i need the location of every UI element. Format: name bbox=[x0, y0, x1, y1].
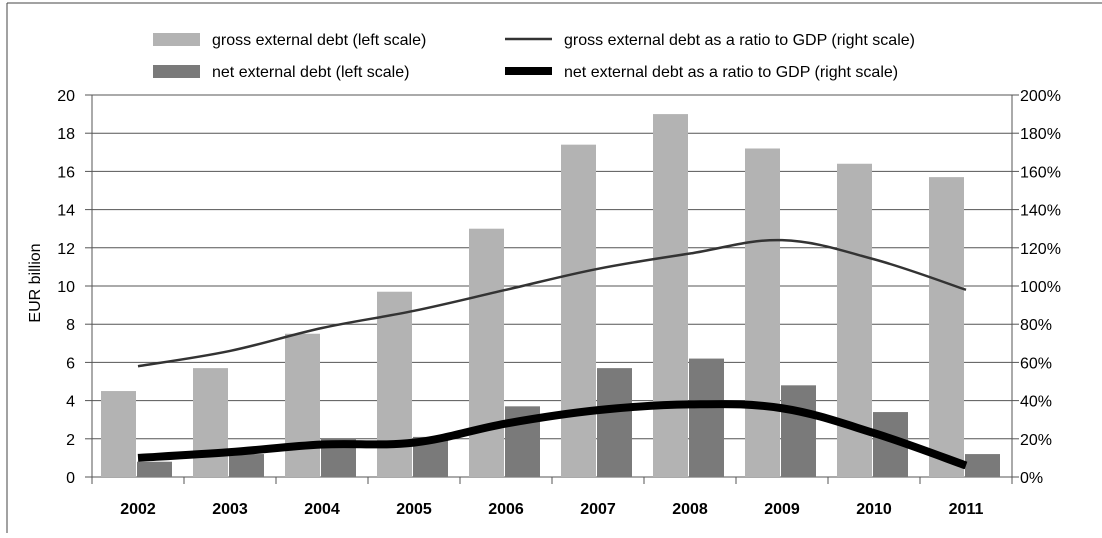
bars bbox=[101, 114, 1000, 478]
bar bbox=[561, 144, 596, 477]
x-tick-label: 2007 bbox=[580, 501, 616, 518]
bar bbox=[653, 114, 688, 477]
x-tick-label: 2006 bbox=[488, 501, 524, 518]
y2-tick-label: 0% bbox=[1020, 470, 1043, 487]
bar bbox=[285, 333, 320, 477]
bar bbox=[597, 368, 632, 477]
legend-swatch bbox=[153, 33, 200, 46]
y2-tick-label: 200% bbox=[1020, 88, 1061, 105]
y-tick-label: 4 bbox=[66, 394, 75, 411]
bar bbox=[377, 291, 412, 477]
y2-tick-label: 80% bbox=[1020, 317, 1052, 334]
legend: gross external debt (left scale) net exte… bbox=[153, 32, 915, 81]
x-tick-label: 2002 bbox=[120, 501, 156, 518]
gridlines bbox=[92, 94, 1012, 478]
legend-swatch bbox=[153, 65, 200, 78]
y-tick-label: 0 bbox=[66, 470, 75, 487]
y-tick-label: 8 bbox=[66, 317, 75, 334]
y-tick-label: 6 bbox=[66, 355, 75, 372]
legend-label: net external debt as a ratio to GDP (rig… bbox=[564, 64, 898, 81]
x-tick-label: 2009 bbox=[764, 501, 800, 518]
legend-label: gross external debt as a ratio to GDP (r… bbox=[564, 32, 915, 49]
series-line bbox=[137, 238, 967, 368]
y-tick-label: 12 bbox=[57, 241, 75, 258]
bar bbox=[689, 358, 724, 477]
y-axis-label: EUR billion bbox=[27, 243, 44, 322]
lines bbox=[137, 238, 968, 470]
legend-label: gross external debt (left scale) bbox=[212, 32, 426, 49]
y2-tick-label: 180% bbox=[1020, 126, 1061, 143]
x-tick-label: 2008 bbox=[672, 501, 708, 518]
y2-tick-label: 120% bbox=[1020, 241, 1061, 258]
x-tick-label: 2005 bbox=[396, 501, 432, 518]
series-line bbox=[137, 400, 968, 470]
axes: 0 0% 2 20% 4 40% 6 60% 8 80% 10 100% 12 120% 14 140% 16 1… bbox=[6, 2, 1102, 533]
x-tick-label: 2011 bbox=[949, 501, 984, 518]
y-tick-label: 20 bbox=[57, 88, 75, 105]
bar bbox=[929, 177, 964, 477]
y-tick-label: 16 bbox=[57, 164, 75, 181]
x-tick-label: 2003 bbox=[212, 501, 248, 518]
y2-tick-label: 60% bbox=[1020, 355, 1052, 372]
y-tick-label: 10 bbox=[57, 279, 75, 296]
y-tick-label: 2 bbox=[66, 432, 75, 449]
y2-tick-label: 140% bbox=[1020, 203, 1061, 220]
bar bbox=[137, 461, 172, 477]
bar bbox=[193, 368, 228, 477]
y2-tick-label: 160% bbox=[1020, 164, 1061, 181]
y2-tick-label: 100% bbox=[1020, 279, 1061, 296]
bar bbox=[965, 454, 1000, 477]
bar bbox=[101, 391, 136, 477]
y-tick-label: 18 bbox=[57, 126, 75, 143]
x-tick-label: 2010 bbox=[856, 501, 892, 518]
y2-tick-label: 20% bbox=[1020, 432, 1052, 449]
bar bbox=[229, 454, 264, 477]
legend-label: net external debt (left scale) bbox=[212, 64, 409, 81]
bar bbox=[745, 148, 780, 478]
x-tick-label: 2004 bbox=[304, 501, 340, 518]
y2-tick-label: 40% bbox=[1020, 394, 1052, 411]
bar bbox=[781, 385, 816, 477]
bar bbox=[469, 228, 504, 477]
y-tick-label: 14 bbox=[57, 203, 75, 220]
